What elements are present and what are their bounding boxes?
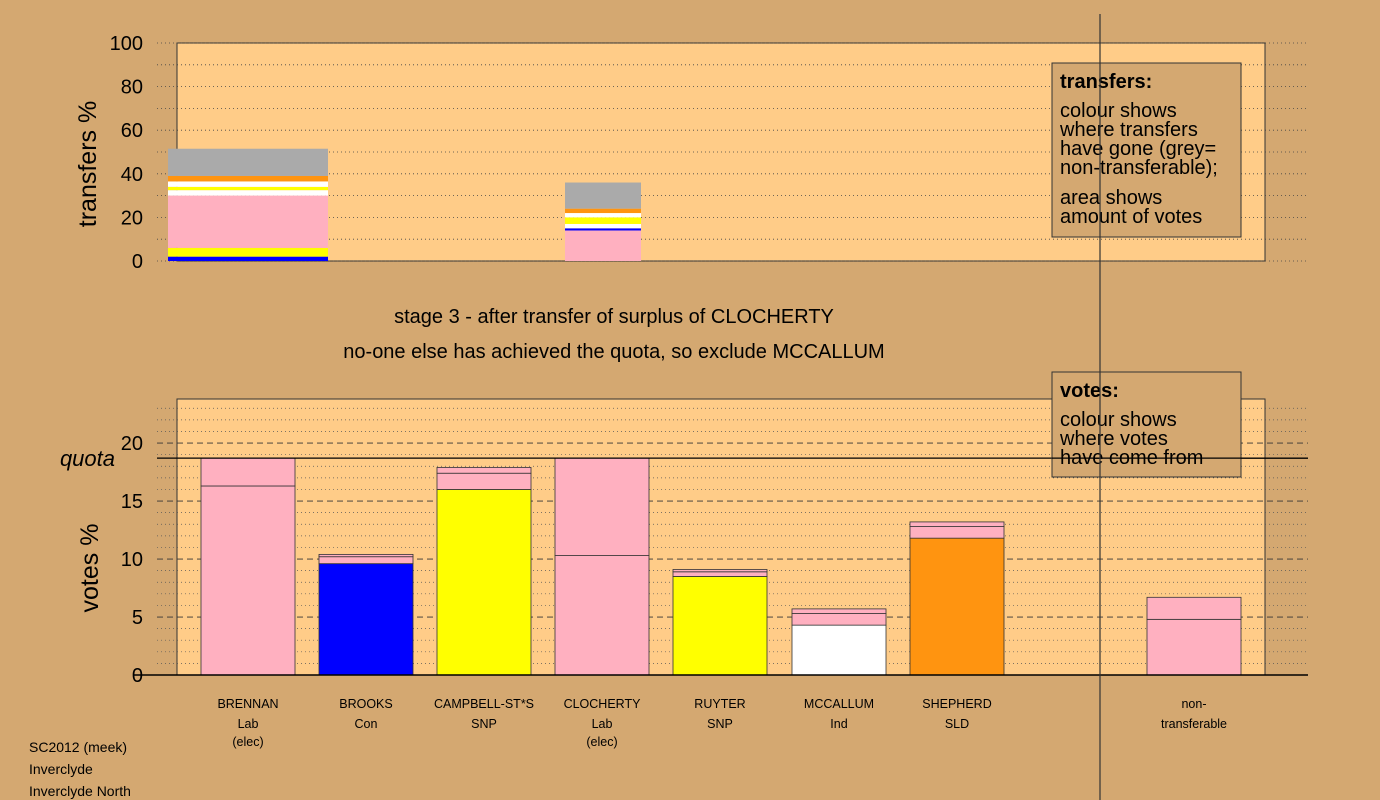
non-transferable-label: transferable	[1161, 717, 1227, 731]
transfer-segment-brennan	[168, 247, 328, 257]
transfers-legend-text: where transfers	[1059, 119, 1198, 141]
candidate-party-label: Lab	[238, 717, 259, 731]
transfer-segment-brennan	[168, 148, 328, 176]
transfers-legend-text: have gone (grey=	[1060, 138, 1216, 160]
transfer-segment-brennan	[168, 256, 328, 261]
candidate-name-label: CAMPBELL-ST*S	[434, 697, 534, 711]
stage-caption: stage 3 - after transfer of surplus of C…	[394, 306, 834, 328]
candidate-party-label: Lab	[592, 717, 613, 731]
transfer-segment-clocherty	[565, 213, 641, 218]
footer-line: Inverclyde	[29, 761, 93, 777]
vote-bar-segment-campbell-st*s	[436, 467, 532, 474]
vote-bar-segment-shepherd	[909, 521, 1005, 527]
candidate-party-label: SNP	[471, 717, 497, 731]
transfers-tick-label: 20	[121, 207, 143, 229]
votes-axis-title: votes %	[76, 524, 104, 613]
transfers-tick-label: 60	[121, 120, 143, 142]
vote-bar-segment-brennan	[200, 485, 296, 676]
footer-line: SC2012 (meek)	[29, 739, 127, 755]
vote-bar-segment-non-transferable	[1146, 618, 1242, 676]
vote-bar-segment-clocherty	[554, 457, 650, 556]
vote-bar-segment-non-transferable	[1146, 596, 1242, 620]
candidate-name-label: MCCALLUM	[804, 697, 874, 711]
candidate-name-label: BROOKS	[339, 697, 393, 711]
transfers-legend-text: colour shows	[1060, 100, 1177, 122]
votes-tick-label: 20	[121, 433, 143, 455]
candidate-party-label: SLD	[945, 717, 969, 731]
transfer-segment-brennan	[168, 190, 328, 196]
vote-bar-segment-ruyter	[672, 569, 768, 573]
vote-bar-segment-brooks	[318, 563, 414, 676]
transfers-legend-text: non-transferable);	[1060, 157, 1218, 179]
transfer-segment-clocherty	[565, 230, 641, 261]
votes-tick-label: 10	[121, 549, 143, 571]
candidate-name-label: BRENNAN	[217, 697, 278, 711]
transfers-tick-label: 80	[121, 77, 143, 99]
votes-tick-label: 5	[132, 607, 143, 629]
vote-bar-segment-brennan	[200, 457, 296, 487]
transfers-legend-text: area shows	[1060, 187, 1162, 209]
vote-bar-segment-ruyter	[672, 571, 768, 577]
votes-tick-label: 0	[132, 665, 143, 687]
vote-bar-segment-ruyter	[672, 576, 768, 676]
votes-legend-title: votes:	[1060, 380, 1119, 402]
candidate-status-label: (elec)	[586, 735, 617, 749]
votes-legend-box	[1051, 371, 1242, 478]
footer-line: Inverclyde North	[29, 783, 131, 799]
transfer-segment-brennan	[168, 175, 328, 182]
vote-bar-segment-brooks	[318, 556, 414, 565]
transfer-segment-brennan	[168, 181, 328, 187]
transfers-tick-label: 0	[132, 251, 143, 273]
transfer-segment-clocherty	[565, 208, 641, 214]
candidate-name-label: SHEPHERD	[922, 697, 991, 711]
transfers-legend-text: amount of votes	[1060, 206, 1202, 228]
candidate-status-label: (elec)	[232, 735, 263, 749]
vote-bar-segment-mccallum	[791, 613, 887, 626]
vote-bar-segment-shepherd	[909, 537, 1005, 676]
transfers-tick-label: 100	[110, 33, 143, 55]
transfer-segment-clocherty	[565, 223, 641, 229]
action-caption: no-one else has achieved the quota, so e…	[343, 341, 884, 363]
transfers-axis-title: transfers %	[74, 101, 102, 227]
transfer-segment-brennan	[168, 195, 328, 248]
candidate-party-label: Ind	[830, 717, 847, 731]
vote-bar-segment-campbell-st*s	[436, 489, 532, 676]
vote-bar-segment-clocherty	[554, 555, 650, 676]
vote-bar-segment-mccallum	[791, 624, 887, 676]
transfer-segment-clocherty	[565, 217, 641, 224]
votes-legend-text: colour shows	[1060, 409, 1177, 431]
transfers-legend-title: transfers:	[1060, 71, 1152, 93]
transfer-segment-clocherty	[565, 228, 641, 231]
transfers-legend-box	[1051, 62, 1242, 238]
candidate-name-label: CLOCHERTY	[564, 697, 642, 711]
transfers-tick-label: 40	[121, 164, 143, 186]
candidate-name-label: RUYTER	[694, 697, 745, 711]
transfer-segment-brennan	[168, 186, 328, 191]
vote-bar-segment-campbell-st*s	[436, 472, 532, 490]
quota-label: quota	[60, 446, 115, 471]
candidate-party-label: Con	[355, 717, 378, 731]
votes-tick-label: 15	[121, 491, 143, 513]
votes-legend-text: where votes	[1059, 428, 1168, 450]
candidate-party-label: SNP	[707, 717, 733, 731]
vote-bar-segment-brooks	[318, 553, 414, 558]
vote-bar-segment-shepherd	[909, 526, 1005, 539]
transfer-segment-clocherty	[565, 182, 641, 209]
vote-bar-segment-mccallum	[791, 608, 887, 614]
non-transferable-label: non-	[1181, 697, 1206, 711]
